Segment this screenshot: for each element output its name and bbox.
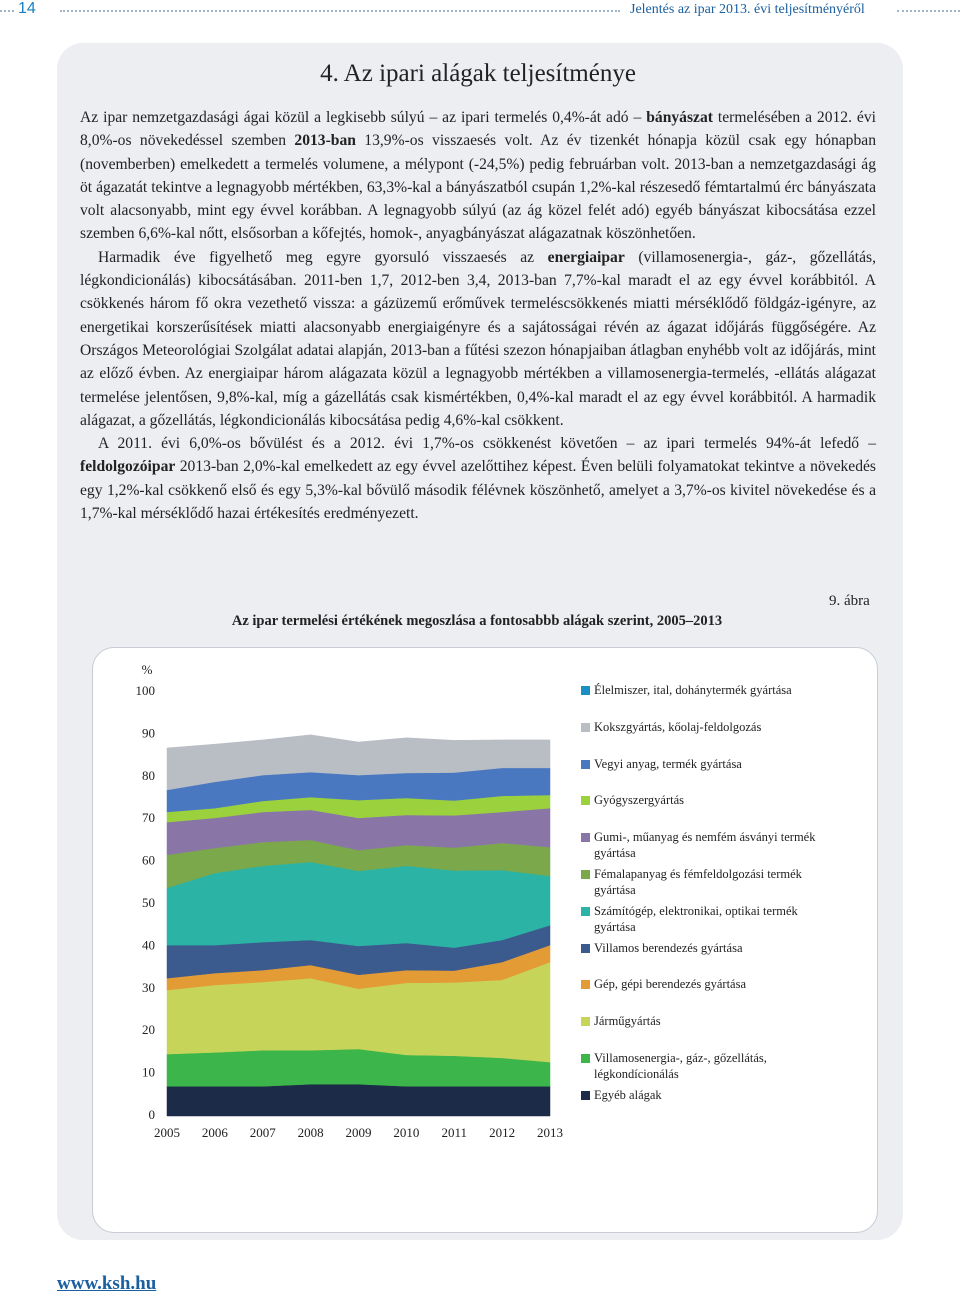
y-tick-label: 70: [142, 810, 155, 825]
legend-swatch: [581, 759, 590, 769]
legend-item: Villamos berendezés gyártása: [581, 940, 831, 956]
area: [166, 1083, 551, 1117]
legend-swatch: [581, 796, 590, 806]
y-axis-label: %: [142, 662, 153, 677]
legend-label: Számítógép, elektronikai, optikai termék…: [594, 903, 798, 934]
header-title: Jelentés az ipar 2013. évi teljesítményé…: [630, 2, 865, 17]
legend-item: Járműgyártás: [581, 1013, 831, 1029]
y-tick-label: 100: [136, 683, 156, 698]
legend-swatch: [581, 1090, 590, 1100]
text-run: (villamosenergia-, gáz-, gőzellátás, lég…: [80, 248, 877, 429]
header-rule: [897, 10, 960, 12]
legend-swatch: [581, 943, 590, 953]
y-tick-label: 90: [142, 725, 155, 740]
x-tick-label: 2009: [346, 1125, 372, 1140]
x-tick-label: 2010: [393, 1125, 419, 1140]
legend-label: Kokszgyártás, kőolaj-feldolgozás: [594, 719, 762, 734]
legend-label: Villamos berendezés gyártása: [594, 940, 743, 955]
y-tick-label: 20: [142, 1022, 155, 1037]
y-tick-label: 60: [142, 853, 155, 868]
legend-label: Gumi-, műanyag és nemfém ásványi termék …: [594, 830, 816, 861]
legend-swatch: [581, 722, 590, 732]
paragraph: Az ipar nemzetgazdasági ágai közül a leg…: [80, 106, 876, 246]
text-run: Az ipar nemzetgazdasági ágai közül a leg…: [80, 109, 647, 126]
y-tick-label: 10: [142, 1065, 155, 1080]
x-tick-label: 2007: [250, 1125, 277, 1140]
bold-run: bányászat: [646, 109, 713, 126]
paragraph: A 2011. évi 6,0%-os bővülést és a 2012. …: [80, 432, 876, 525]
legend-item: Élelmiszer, ital, dohánytermék gyártása: [581, 682, 831, 698]
area: [166, 734, 551, 791]
legend-item: Gyógyszergyártás: [581, 792, 831, 808]
legend-label: Élelmiszer, ital, dohánytermék gyártása: [594, 683, 792, 697]
y-tick-label: 0: [149, 1107, 156, 1122]
chart-title: Az ipar termelési értékének megoszlása a…: [231, 613, 723, 629]
legend-label: Villamosenergia-, gáz-, gőzellátás, légk…: [594, 1051, 767, 1081]
area: [166, 861, 551, 948]
legend-item: Gumi-, műanyag és nemfém ásványi termék …: [581, 829, 831, 861]
legend-label: Járműgyártás: [594, 1014, 661, 1029]
y-tick-label: 30: [142, 980, 155, 995]
x-tick-label: 2006: [202, 1125, 229, 1140]
areas: [166, 734, 551, 1117]
legend-label: Fémalapanyag és fémfeldolgozási termék g…: [594, 867, 802, 897]
y-tick-label: 40: [142, 937, 155, 952]
x-tick-label: 2013: [537, 1125, 563, 1140]
legend-label: Gép, gépi berendezés gyártása: [594, 977, 747, 992]
section-title: 4. Az ipari alágak teljesítménye: [320, 60, 636, 87]
legend-item: Kokszgyártás, kőolaj-feldolgozás: [581, 719, 831, 735]
bold-run: feldolgozóipar: [80, 458, 176, 476]
body-text: Az ipar nemzetgazdasági ágai közül a leg…: [80, 106, 876, 525]
legend-swatch: [581, 1017, 590, 1027]
legend-label: Vegyi anyag, termék gyártása: [594, 756, 742, 771]
legend-swatch: [581, 1054, 590, 1063]
text-run: Harmadik éve figyelhető meg egyre gyorsu…: [98, 248, 548, 266]
x-tick-label: 2011: [441, 1125, 467, 1140]
header-rule: [0, 10, 14, 12]
legend-item: Gép, gépi berendezés gyártása: [581, 976, 831, 992]
paragraph: Harmadik éve figyelhető meg egyre gyorsu…: [80, 246, 876, 432]
legend-swatch: [581, 906, 590, 916]
x-tick-label: 2008: [298, 1125, 324, 1140]
x-tick-label: 2005: [154, 1125, 180, 1140]
text-run: 2013-ban 2,0%-kal emelkedett az egy évve…: [80, 458, 876, 523]
figure-label: 9. ábra: [829, 593, 870, 609]
header-rule: [60, 10, 620, 12]
bold-run: energiaipar: [547, 248, 625, 266]
text-run: 13,9%-os visszaesés volt. Az év tizenkét…: [80, 132, 876, 243]
footer-link[interactable]: www.ksh.hu: [57, 1273, 157, 1294]
legend-item: Számítógép, elektronikai, optikai termék…: [581, 903, 831, 935]
legend-swatch: [581, 686, 590, 695]
x-tick-label: 2012: [489, 1125, 515, 1140]
text-run: termelésében a 2012. évi 8,0%-os növeked…: [80, 109, 876, 150]
page-number: 14: [18, 0, 36, 17]
bold-run: 2013-ban: [294, 132, 356, 150]
y-tick-label: 80: [142, 768, 155, 783]
y-tick-label: 50: [142, 895, 155, 910]
legend-item: Vegyi anyag, termék gyártása: [581, 756, 831, 772]
legend-swatch: [581, 870, 590, 879]
legend-item: Villamosenergia-, gáz-, gőzellátás, légk…: [581, 1050, 831, 1082]
legend-item: Egyéb alágak: [581, 1087, 831, 1103]
legend-item: Fémalapanyag és fémfeldolgozási termék g…: [581, 866, 831, 898]
legend-label: Gyógyszergyártás: [594, 793, 685, 808]
text-run: A 2011. évi 6,0%-os bővülést és a 2012. …: [98, 435, 876, 453]
legend-swatch: [581, 980, 590, 990]
legend-label: Egyéb alágak: [594, 1087, 662, 1102]
legend-swatch: [581, 833, 590, 843]
